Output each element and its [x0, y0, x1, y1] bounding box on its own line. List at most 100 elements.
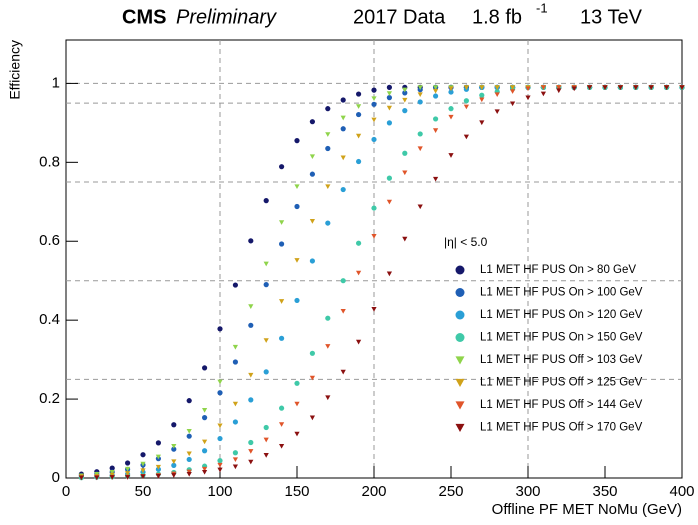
- data-point: [309, 415, 315, 421]
- data-point: [325, 220, 331, 226]
- data-point: [232, 450, 238, 456]
- y-tick-label: 0.2: [39, 390, 60, 407]
- data-point: [140, 468, 146, 474]
- data-point: [186, 469, 192, 475]
- data-point: [309, 350, 315, 356]
- data-point: [325, 106, 331, 112]
- y-axis-label: Efficiency: [7, 40, 23, 100]
- data-point: [386, 95, 392, 101]
- data-point: [479, 85, 485, 90]
- data-point: [217, 462, 223, 468]
- data-point: [248, 322, 254, 328]
- data-point: [556, 88, 562, 94]
- y-tick-label: 0.6: [39, 232, 60, 249]
- x-tick-label: 200: [361, 483, 386, 500]
- legend-label: L1 MET HF PUS On > 100 GeV: [480, 287, 643, 299]
- data-point: [340, 309, 346, 314]
- data-point: [279, 422, 285, 427]
- data-point: [402, 97, 408, 103]
- data-point: [294, 258, 300, 263]
- data-point: [448, 86, 454, 92]
- data-point: [155, 473, 161, 479]
- data-point: [386, 91, 392, 96]
- data-point: [402, 87, 408, 93]
- data-point: [171, 459, 177, 465]
- data-point: [494, 92, 500, 98]
- data-point: [448, 106, 454, 112]
- data-point: [417, 204, 423, 210]
- y-tick-label: 1: [52, 74, 60, 91]
- data-point: [202, 466, 208, 472]
- data-point: [402, 170, 408, 176]
- data-point: [463, 134, 469, 140]
- data-point: [325, 315, 331, 321]
- data-point: [232, 401, 238, 407]
- data-point: [279, 405, 285, 411]
- data-point: [155, 454, 161, 460]
- data-point: [386, 175, 392, 181]
- data-point: [325, 145, 331, 152]
- data-point: [125, 460, 131, 466]
- data-point: [279, 299, 285, 304]
- data-point: [479, 97, 485, 103]
- data-point: [371, 117, 377, 123]
- legend-label: L1 MET HF PUS Off > 144 GeV: [480, 399, 643, 411]
- data-point: [217, 458, 223, 464]
- title: CMS: [122, 6, 166, 28]
- data-point: [633, 85, 639, 90]
- data-point: [171, 446, 177, 452]
- data-point: [309, 219, 315, 224]
- data-point: [386, 271, 392, 277]
- data-point: [186, 456, 192, 463]
- data-point: [294, 184, 300, 189]
- data-point: [171, 422, 177, 428]
- data-point: [510, 89, 516, 94]
- data-point: [617, 85, 623, 90]
- data-point: [371, 87, 377, 93]
- data-point: [294, 297, 300, 304]
- data-point: [140, 461, 146, 467]
- x-tick-label: 350: [592, 483, 617, 500]
- data-point: [294, 138, 300, 144]
- x-tick-label: 400: [669, 483, 694, 500]
- data-point: [309, 258, 315, 264]
- data-point: [479, 120, 485, 126]
- data-point: [294, 401, 300, 407]
- legend-marker: [455, 423, 465, 432]
- data-point: [248, 238, 254, 244]
- data-point: [356, 111, 362, 118]
- data-point: [571, 86, 577, 92]
- legend-marker: [455, 401, 465, 410]
- data-point: [386, 105, 392, 111]
- data-point: [248, 439, 254, 446]
- data-point: [402, 150, 408, 156]
- data-point: [263, 198, 269, 204]
- annotation: |η| < 5.0: [444, 235, 488, 249]
- data-point: [279, 164, 285, 170]
- data-point: [202, 470, 208, 475]
- data-point: [309, 375, 315, 381]
- data-point: [417, 99, 423, 105]
- data-point: [386, 120, 392, 126]
- data-point: [402, 90, 408, 96]
- legend-label: L1 MET HF PUS Off > 125 GeV: [480, 377, 643, 389]
- data-point: [340, 278, 346, 284]
- data-point: [125, 466, 131, 472]
- data-point: [202, 408, 208, 413]
- data-point: [202, 415, 208, 421]
- data-point: [263, 282, 269, 288]
- x-tick-label: 250: [438, 483, 463, 500]
- legend-marker: [455, 356, 465, 365]
- x-tick-label: 100: [207, 483, 232, 500]
- data-point: [494, 85, 500, 90]
- data-point: [510, 101, 516, 107]
- data-point: [232, 282, 238, 288]
- data-point: [540, 91, 546, 97]
- data-point: [417, 131, 423, 137]
- data-point: [263, 369, 269, 375]
- legend-marker: [455, 333, 465, 342]
- data-point: [417, 146, 423, 152]
- legend-marker: [455, 265, 465, 275]
- data-point: [356, 339, 362, 345]
